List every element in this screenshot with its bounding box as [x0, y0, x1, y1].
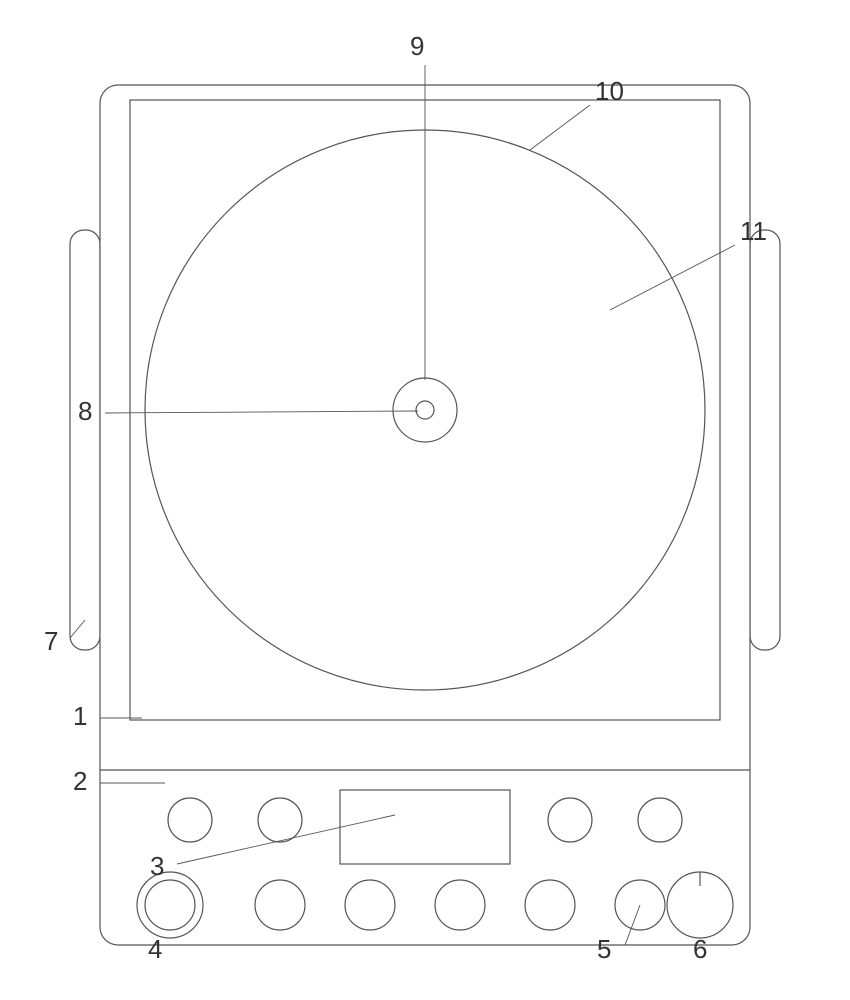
label-l11: 11 [740, 216, 767, 246]
label-l9: 9 [410, 31, 424, 61]
label-l1: 1 [73, 701, 87, 731]
label-l4: 4 [148, 934, 162, 964]
label-l6: 6 [693, 934, 707, 964]
diagram-svg: 1 2 3 4 5 6 7 8 9 10 11 [0, 0, 850, 1000]
label-l2: 2 [73, 766, 87, 796]
handle-right [750, 230, 780, 650]
label-l8: 8 [78, 396, 92, 426]
label-l7: 7 [44, 626, 58, 656]
label-l10: 10 [595, 76, 624, 106]
label-l5: 5 [597, 934, 611, 964]
handle-left [70, 230, 100, 650]
label-l3: 3 [150, 851, 164, 881]
